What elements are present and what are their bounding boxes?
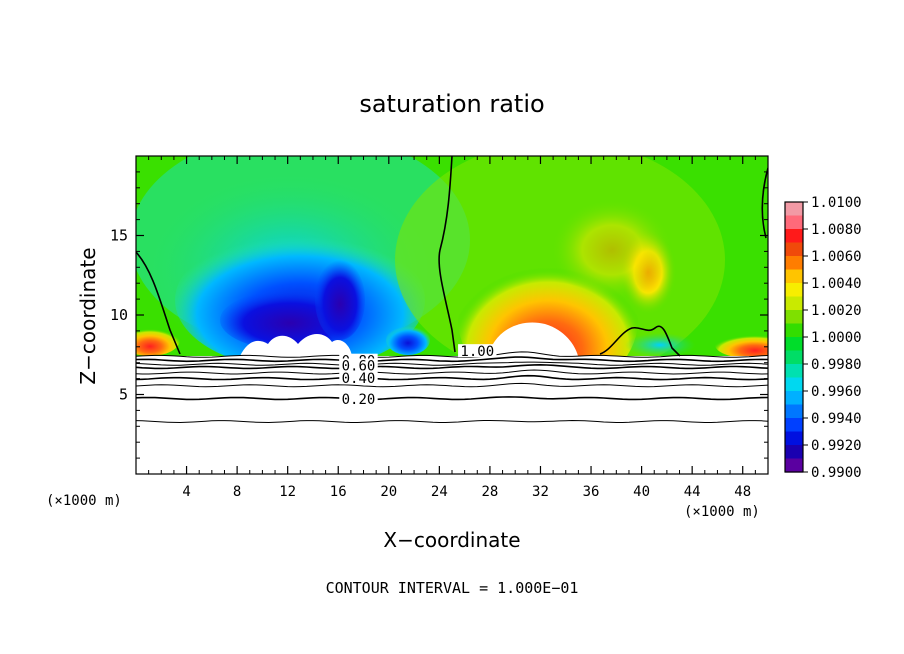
colorbar-swatch (785, 364, 803, 379)
colorbar-label: 0.9960 (811, 384, 862, 400)
colorbar-swatch (785, 458, 803, 473)
x-tick-label: 16 (330, 484, 347, 500)
y-tick-label: 5 (119, 386, 128, 404)
colorbar-label: 1.0040 (811, 276, 862, 292)
contour-label: 1.00 (460, 344, 494, 360)
colorbar-swatch (785, 296, 803, 311)
contour-line-0.2 (136, 396, 768, 401)
colorbar-swatch (785, 377, 803, 392)
y-tick-label: 10 (110, 306, 128, 324)
white-blob-left (240, 334, 352, 356)
contour-line-0.8 (136, 356, 768, 363)
dry-patch-right (625, 333, 695, 357)
moist-edge-right (715, 331, 768, 359)
colorbar-swatch (785, 337, 803, 352)
colorbar: 1.0100 1.0080 1.0060 1.0040 1.0020 1.0000 0.99… (784, 195, 862, 481)
x-tick-label: 20 (380, 484, 397, 500)
contour-label-bg (339, 371, 378, 385)
y-axis: 5 10 15 (110, 171, 768, 459)
x-unit-right: (×1000 m) (684, 504, 760, 520)
contour-line-0.1 (136, 419, 768, 424)
contour-label: 0.60 (342, 358, 376, 374)
colorbar-swatch (785, 229, 803, 244)
y-tick-label: 15 (110, 227, 128, 245)
colorbar-label: 1.0060 (811, 249, 862, 265)
colorbar-label: 1.0100 (811, 195, 862, 211)
contour-line-0.5 (136, 369, 768, 375)
contour-label-bg (339, 391, 378, 405)
y-axis-label: Z−coordinate (76, 247, 100, 384)
colorbar-label: 1.0020 (811, 303, 862, 319)
subsaturated-region (136, 356, 768, 474)
colorbar-swatch (785, 431, 803, 446)
contour-1-00-right (599, 325, 681, 357)
contour-interval-note: CONTOUR INTERVAL = 1.000E−01 (326, 579, 579, 597)
colorbar-swatch (785, 215, 803, 230)
moist-edge-left (136, 324, 180, 356)
x-tick-label: 48 (734, 484, 751, 500)
contour-1-00-left (136, 251, 181, 355)
colorbar-swatch (785, 242, 803, 257)
colorbar-swatch (785, 445, 803, 460)
contour-labels: 1.000.800.600.400.20 (339, 344, 497, 408)
colorbar-swatch (785, 202, 803, 217)
colorbar-label: 1.0080 (811, 222, 862, 238)
colorbar-swatch (785, 350, 803, 365)
x-axis-label: X−coordinate (383, 528, 520, 552)
dry-patch-small (386, 325, 430, 355)
contour-label-bg (339, 358, 378, 372)
colorbar-swatch (785, 418, 803, 433)
colorbar-swatch (785, 310, 803, 325)
saturation-field (136, 156, 768, 474)
contour-label: 0.40 (342, 371, 376, 387)
colorbar-label: 0.9940 (811, 411, 862, 427)
contour-lines (136, 351, 768, 424)
x-tick-label: 32 (532, 484, 549, 500)
contour-1-00-middle (438, 156, 456, 353)
x-tick-label: 4 (182, 484, 190, 500)
moist-cell-upper (552, 200, 672, 300)
colorbar-swatch (785, 269, 803, 284)
contour-line-0.6 (136, 363, 768, 370)
x-tick-label: 12 (279, 484, 296, 500)
colorbar-label: 0.9920 (811, 438, 862, 454)
white-blob-center (488, 322, 578, 356)
colorbar-swatch (785, 391, 803, 406)
x-axis: 4 8 12 16 20 24 28 32 36 40 44 48 (148, 156, 756, 500)
x-tick-label: 40 (633, 484, 650, 500)
colorbar-label: 0.9980 (811, 357, 862, 373)
contour-label: 0.20 (342, 392, 376, 408)
colorbar-swatch (785, 404, 803, 419)
contour-label-bg (458, 344, 497, 358)
chart-title: saturation ratio (359, 90, 544, 118)
colorbar-swatch (785, 323, 803, 338)
dry-core-right (315, 260, 365, 340)
x-tick-label: 36 (583, 484, 600, 500)
x-unit-left: (×1000 m) (46, 493, 122, 509)
colorbar-label: 0.9900 (811, 465, 862, 481)
colorbar-swatch (785, 283, 803, 298)
contour-line-0.3 (136, 382, 768, 388)
contour-line-0.9 (136, 351, 768, 358)
colorbar-label: 1.0000 (811, 330, 862, 346)
x-tick-label: 24 (431, 484, 448, 500)
contour-line-0.4 (136, 374, 768, 381)
x-tick-label: 8 (233, 484, 241, 500)
contour-line-0.7 (136, 361, 768, 366)
x-tick-label: 44 (684, 484, 701, 500)
x-tick-label: 28 (481, 484, 498, 500)
contour-1-00-edge (761, 167, 768, 239)
colorbar-swatch (785, 256, 803, 271)
